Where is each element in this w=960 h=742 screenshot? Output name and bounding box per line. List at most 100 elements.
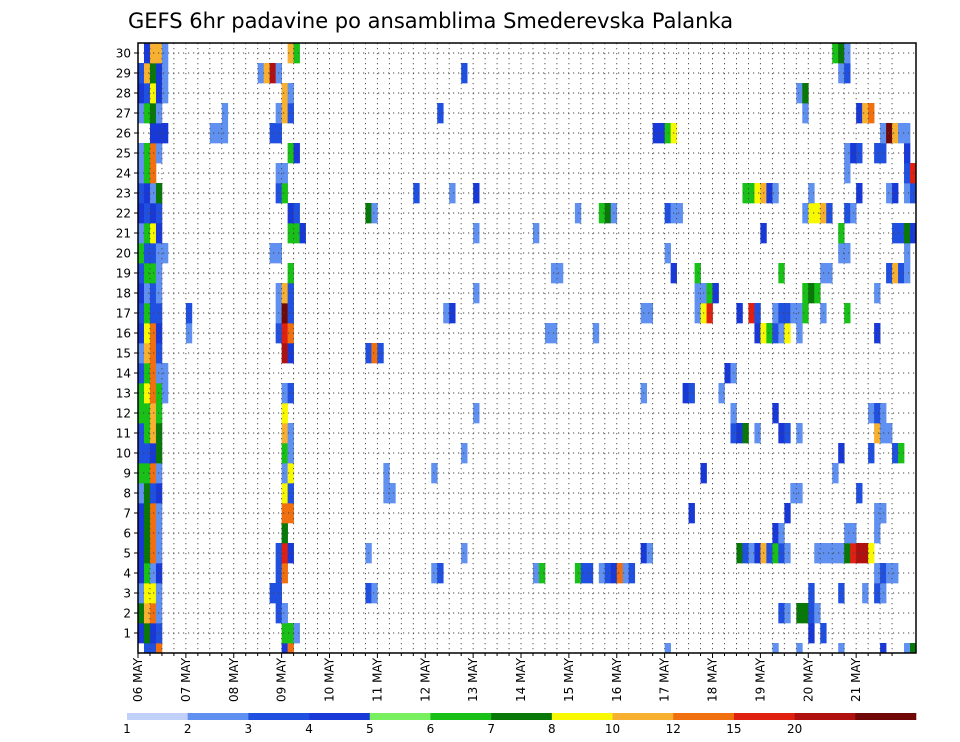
heatmap-cell xyxy=(874,143,880,163)
heatmap-cell xyxy=(665,243,671,263)
heatmap-cell xyxy=(461,63,467,83)
heatmap-cell xyxy=(270,123,276,143)
heatmap-cell xyxy=(144,643,150,653)
heatmap-cell xyxy=(724,363,730,383)
heatmap-cell xyxy=(222,123,228,143)
colorbar-swatch xyxy=(613,713,674,720)
heatmap-cell xyxy=(605,203,611,223)
heatmap-cell xyxy=(754,543,760,563)
x-tick-label: 17 MAY xyxy=(658,657,672,702)
colorbar-label: 8 xyxy=(548,722,556,736)
colorbar-swatch xyxy=(430,713,491,720)
colorbar-label: 3 xyxy=(245,722,253,736)
heatmap-cell xyxy=(431,463,437,483)
heatmap-cell xyxy=(772,643,778,653)
heatmap-cell xyxy=(904,643,910,653)
heatmap-cell xyxy=(599,203,605,223)
heatmap-cell xyxy=(282,323,288,343)
heatmap-cell xyxy=(796,423,802,443)
heatmap-cell xyxy=(222,103,228,123)
heatmap-cell xyxy=(647,543,653,563)
colorbar-label: 7 xyxy=(487,722,495,736)
heatmap-cell xyxy=(144,583,150,603)
heatmap-cell xyxy=(144,603,150,623)
x-tick-label: 08 MAY xyxy=(227,657,241,702)
y-tick-label: 18 xyxy=(116,287,131,301)
heatmap-cell xyxy=(874,403,880,423)
heatmap-cell xyxy=(874,423,880,443)
precipitation-ensemble-chart: GEFS 6hr padavine po ansamblima Smederev… xyxy=(0,0,960,742)
heatmap-cell xyxy=(886,423,892,443)
heatmap-cell xyxy=(282,343,288,363)
x-tick-label: 11 MAY xyxy=(370,657,384,702)
heatmap-cell xyxy=(144,443,150,463)
heatmap-cell xyxy=(282,543,288,563)
heatmap-cell xyxy=(144,183,150,203)
x-tick-label: 13 MAY xyxy=(466,657,480,702)
colorbar-swatch xyxy=(248,713,309,720)
y-tick-label: 7 xyxy=(123,507,131,521)
heatmap-cell xyxy=(856,183,862,203)
colorbar-label: 5 xyxy=(366,722,374,736)
plot-frame xyxy=(138,43,916,653)
heatmap-cell xyxy=(844,303,850,323)
heatmap-cell xyxy=(754,323,760,343)
heatmap-cell xyxy=(162,363,168,383)
y-tick-label: 24 xyxy=(116,167,131,181)
heatmap-cell xyxy=(904,163,910,183)
heatmap-cell xyxy=(282,423,288,443)
colorbar-swatch xyxy=(855,713,916,720)
colorbar-swatch xyxy=(795,713,856,720)
heatmap-cell xyxy=(282,603,288,623)
heatmap-cell xyxy=(144,623,150,643)
heatmap-cell xyxy=(162,83,168,103)
heatmap-cells xyxy=(138,43,916,653)
heatmap-cell xyxy=(162,383,168,403)
heatmap-cell xyxy=(754,303,760,323)
heatmap-cell xyxy=(826,543,832,563)
heatmap-cell xyxy=(282,83,288,103)
y-tick-label: 30 xyxy=(116,47,131,61)
colorbar-label: 20 xyxy=(787,722,802,736)
heatmap-cell xyxy=(144,63,150,83)
heatmap-cell xyxy=(282,303,288,323)
heatmap-cell xyxy=(766,543,772,563)
heatmap-cell xyxy=(665,643,671,653)
heatmap-cell xyxy=(695,283,701,303)
heatmap-cell xyxy=(144,283,150,303)
heatmap-cell xyxy=(874,583,880,603)
y-axis: 1234567891011121314151617181920212223242… xyxy=(116,47,138,641)
heatmap-cell xyxy=(557,263,563,283)
heatmap-cell xyxy=(784,543,790,563)
heatmap-cell xyxy=(144,203,150,223)
heatmap-cell xyxy=(162,43,168,63)
heatmap-cell xyxy=(282,383,288,403)
heatmap-cell xyxy=(144,563,150,583)
heatmap-cell xyxy=(144,303,150,323)
heatmap-cell xyxy=(144,243,150,263)
heatmap-cell xyxy=(144,83,150,103)
heatmap-cell xyxy=(844,43,850,63)
heatmap-cell xyxy=(874,503,880,523)
heatmap-cell xyxy=(736,303,742,323)
heatmap-cell xyxy=(844,63,850,83)
heatmap-cell xyxy=(886,263,892,283)
y-tick-label: 1 xyxy=(123,627,131,641)
heatmap-cell xyxy=(282,483,288,503)
heatmap-cell xyxy=(904,183,910,203)
heatmap-cell xyxy=(210,123,216,143)
heatmap-cell xyxy=(144,163,150,183)
grid-lines xyxy=(138,43,916,653)
heatmap-cell xyxy=(647,303,653,323)
heatmap-cell xyxy=(874,523,880,543)
heatmap-cell xyxy=(144,403,150,423)
heatmap-cell xyxy=(144,423,150,443)
x-tick-label: 21 MAY xyxy=(849,657,863,702)
heatmap-cell xyxy=(144,103,150,123)
heatmap-cell xyxy=(156,643,162,653)
colorbar-swatch xyxy=(552,713,613,720)
heatmap-cell xyxy=(784,503,790,523)
heatmap-cell xyxy=(162,63,168,83)
heatmap-cell xyxy=(826,203,832,223)
colorbar-swatch xyxy=(188,713,249,720)
